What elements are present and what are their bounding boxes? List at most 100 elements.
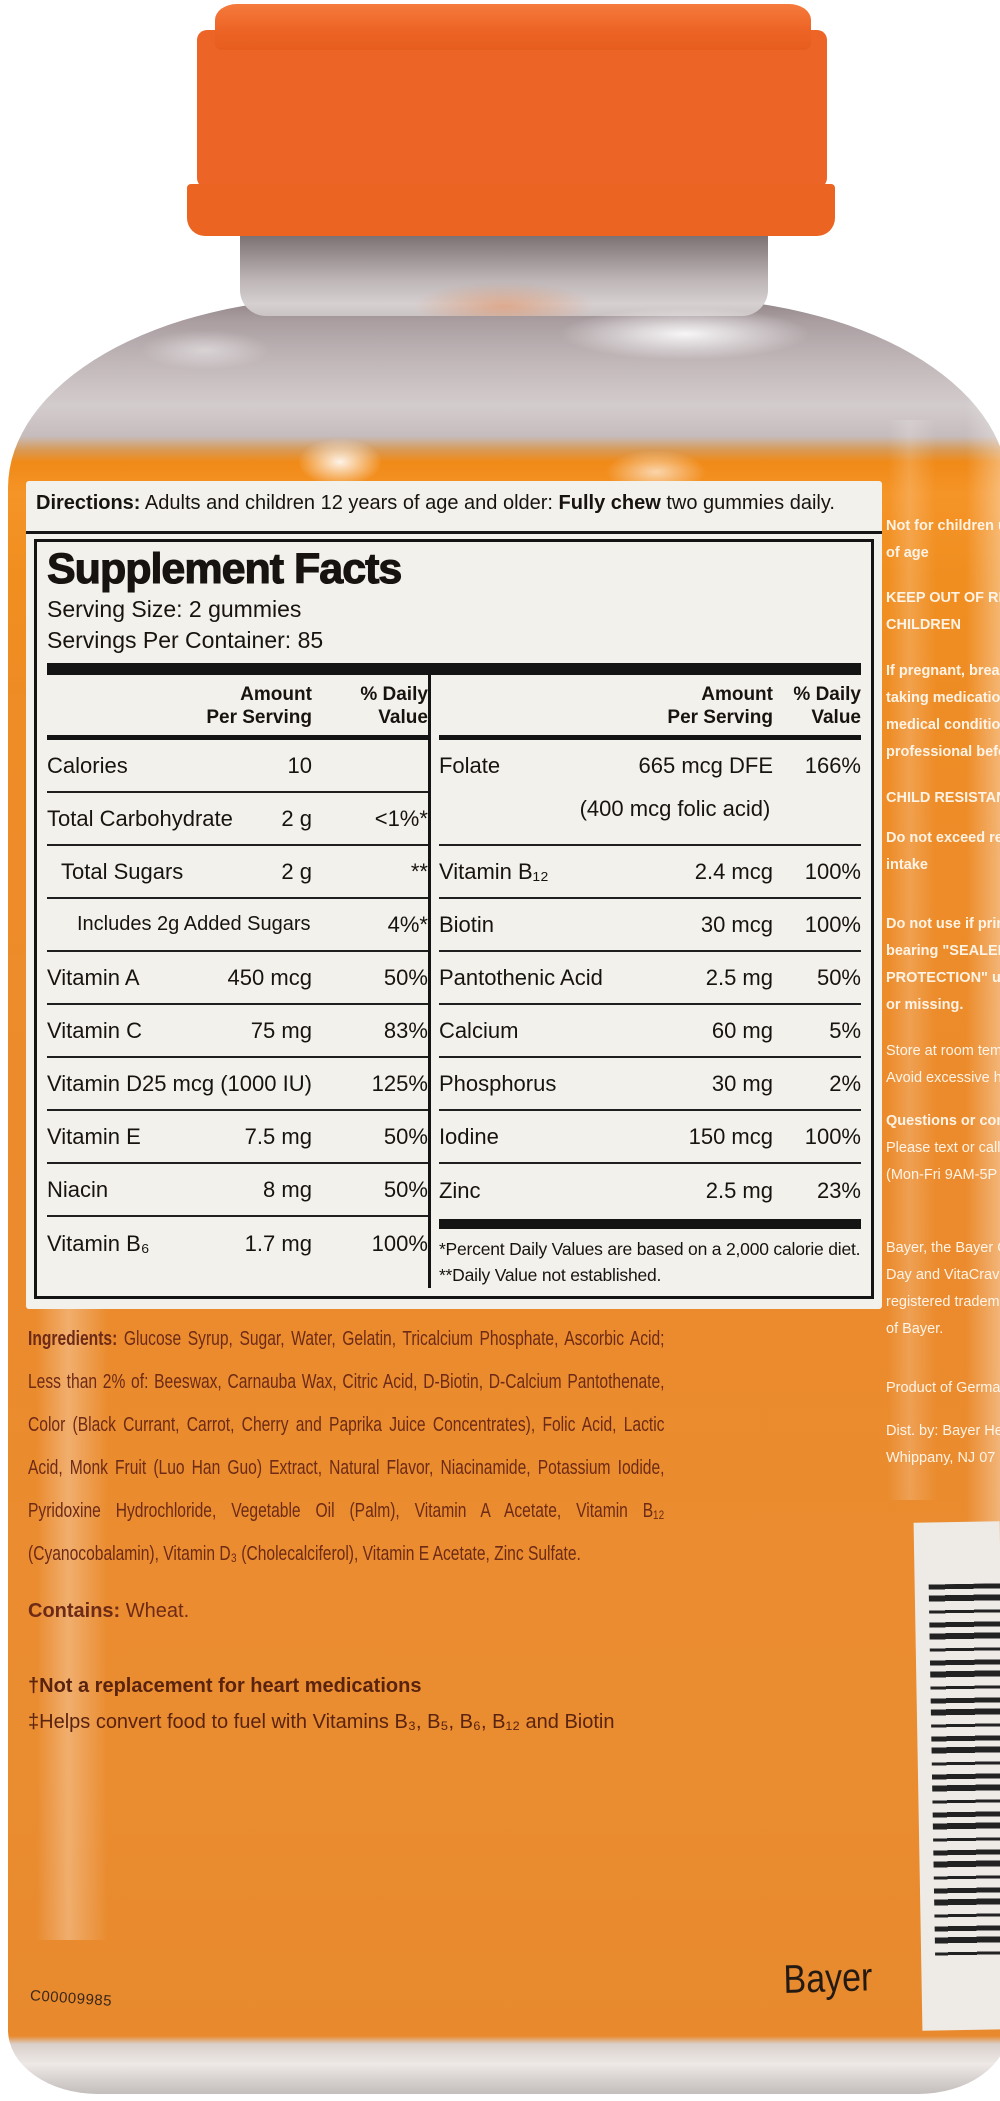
- nutrient-dv: 166%: [804, 752, 861, 778]
- dv-header: % Daily Value: [360, 684, 428, 728]
- nutrient-dv: 50%: [383, 1123, 428, 1149]
- nutrient-amount: 2.5 mg: [705, 964, 773, 990]
- column-header: Amount Per Serving % Daily Value: [47, 675, 428, 740]
- ingredients-text: Ingredients: Glucose Syrup, Sugar, Water…: [28, 1318, 664, 1576]
- side-panel: Not for children u of age KEEP OUT OF RE…: [886, 505, 1000, 1485]
- nutrient-dv: 100%: [804, 858, 861, 884]
- nutrient-row: Vitamin A 450 mcg 50%: [47, 952, 428, 1005]
- nutrient-name: Folate: [438, 752, 501, 778]
- claim-double-dagger: ‡Helps convert food to fuel with Vitamin…: [28, 1711, 615, 1733]
- dv-header: % Daily Value: [793, 684, 861, 728]
- nutrient-dv: **: [410, 858, 428, 884]
- table-left-column: Amount Per Serving % Daily Value Calorie…: [47, 675, 431, 1288]
- nutrient-amount: 2.4 mcg: [694, 858, 773, 884]
- table-right-column: Amount Per Serving % Daily Value Folate …: [431, 675, 861, 1288]
- nutrient-amount: 10: [287, 752, 312, 778]
- side-panel-block: Bayer, the Bayer C Day and VitaCrav regi…: [886, 1240, 1000, 1337]
- claim-footnotes: †Not a replacement for heart medications…: [28, 1668, 614, 1740]
- amount-header: Amount Per Serving: [206, 684, 312, 728]
- nutrient-name: Calories: [47, 752, 128, 778]
- cap-ribs: [197, 30, 827, 188]
- nutrition-table: Amount Per Serving % Daily Value Calorie…: [47, 675, 861, 1288]
- nutrient-row: Calories 10: [47, 740, 428, 793]
- nutrient-row: Biotin 30 mcg 100%: [438, 899, 861, 952]
- side-panel-block: KEEP OUT OF REA CHILDREN: [886, 590, 1000, 633]
- amount-header: Amount Per Serving: [667, 684, 773, 728]
- nutrient-row: Pantothenic Acid 2.5 mg 50%: [438, 952, 861, 1005]
- claim-dagger: †Not a replacement for heart medications: [28, 1675, 422, 1697]
- ingredients-label: Ingredients:: [28, 1328, 118, 1350]
- barcode-bars: [928, 1583, 1000, 1963]
- nutrient-name: Vitamin E: [47, 1123, 141, 1149]
- side-panel-block: Please text or call (Mon-Fri 9AM-5P: [886, 1140, 1000, 1183]
- nutrient-name: Iodine: [438, 1123, 499, 1149]
- nutrient-row: Phosphorus 30 mg 2%: [438, 1058, 861, 1111]
- footnote-percent-dv: *Percent Daily Values are based on a 2,0…: [438, 1239, 861, 1259]
- bottle-neck: [240, 232, 768, 316]
- nutrient-amount: 30 mg: [711, 1070, 773, 1096]
- nutrient-dv: 5%: [829, 1017, 861, 1043]
- nutrient-amount: 450 mcg: [227, 964, 312, 990]
- nutrient-row: Vitamin E 7.5 mg 50%: [47, 1111, 428, 1164]
- nutrient-row: Zinc 2.5 mg 23%: [439, 1164, 861, 1217]
- column-header: Amount Per Serving % Daily Value: [438, 675, 861, 740]
- nutrient-row: Iodine 150 mcg 100%: [438, 1111, 861, 1164]
- shoulder-glare: [560, 308, 810, 360]
- dv-footnotes: *Percent Daily Values are based on a 2,0…: [439, 1229, 861, 1288]
- nutrient-name: Vitamin C: [47, 1017, 142, 1043]
- nutrient-dv: 50%: [383, 1176, 428, 1202]
- allergen-statement: Contains: Wheat.: [28, 1600, 189, 1623]
- side-panel-block: Dist. by: Bayer He Whippany, NJ 07: [886, 1423, 1000, 1466]
- bottle-cap: [215, 4, 811, 50]
- nutrient-amount: 665 mcg DFE: [638, 752, 774, 778]
- side-panel-block: Not for children u of age: [886, 518, 1000, 561]
- directions-label: Directions:: [36, 492, 141, 514]
- nutrient-name: Total Carbohydrate: [47, 805, 233, 831]
- ingredients-list: Glucose Syrup, Sugar, Water, Gelatin, Tr…: [28, 1328, 665, 1565]
- contains-value: Wheat.: [120, 1600, 190, 1622]
- nutrient-name: Niacin: [47, 1176, 109, 1202]
- nutrient-dv: 83%: [383, 1017, 428, 1043]
- nutrient-name: Pantothenic Acid: [438, 964, 603, 990]
- front-label: Directions: Adults and children 12 years…: [26, 481, 882, 1309]
- nutrient-row: Calcium 60 mg 5%: [438, 1005, 861, 1058]
- nutrient-dv: 100%: [804, 1123, 861, 1149]
- nutrient-dv: 23%: [816, 1177, 861, 1203]
- nutrient-dv: 100%: [804, 911, 861, 937]
- footnote-not-established: **Daily Value not established.: [438, 1265, 662, 1285]
- side-panel-block: Questions or com: [886, 1113, 1000, 1129]
- directions-divider: [26, 531, 882, 534]
- nutrient-amount: 25 mcg (1000 IU): [141, 1070, 312, 1096]
- side-panel-block: If pregnant, breas taking medicatio medi…: [886, 663, 1000, 760]
- nutrient-name: Total Sugars: [61, 858, 184, 884]
- contains-label: Contains:: [28, 1600, 121, 1622]
- nutrient-amount: 8 mg: [263, 1176, 312, 1202]
- serving-size: Serving Size: 2 gummies: [47, 596, 302, 622]
- nutrient-name: Vitamin B₆: [47, 1230, 150, 1256]
- directions-body: Adults and children 12 years of age and …: [140, 492, 559, 514]
- directions-bold: Fully chew: [558, 492, 661, 514]
- nutrient-amount: 75 mg: [250, 1017, 312, 1043]
- nutrient-amount: 2.5 mg: [705, 1177, 773, 1203]
- nutrient-dv: 4%*: [387, 911, 428, 937]
- thick-rule: [438, 1219, 861, 1229]
- nutrient-amount: 2 g: [281, 805, 312, 831]
- nutrient-amount: 7.5 mg: [244, 1123, 312, 1149]
- nutrient-row: Folate 665 mcg DFE 166% (400 mcg folic a…: [438, 740, 861, 846]
- thick-rule: [47, 663, 861, 675]
- nutrient-name: Vitamin B₁₂: [438, 858, 549, 884]
- nutrient-dv: <1%*: [374, 805, 428, 831]
- side-panel-block: Do not exceed re intake: [886, 830, 1000, 873]
- nutrient-amount: 1.7 mg: [244, 1230, 312, 1256]
- nutrient-row: Vitamin B₆ 1.7 mg 100%: [47, 1217, 428, 1270]
- cap-lower-band: [187, 184, 835, 236]
- nutrient-name: Vitamin A: [47, 964, 140, 990]
- supplement-facts-title: Supplement Facts: [46, 544, 402, 593]
- nutrient-row: Niacin 8 mg 50%: [47, 1164, 428, 1217]
- nutrient-name: Calcium: [438, 1017, 519, 1043]
- barcode: [913, 1521, 1000, 2031]
- nutrient-row: Vitamin D 25 mcg (1000 IU) 125%: [47, 1058, 428, 1111]
- nutrient-row: Vitamin B₁₂ 2.4 mcg 100%: [438, 846, 861, 899]
- servings-per-container: Servings Per Container: 85: [47, 627, 324, 653]
